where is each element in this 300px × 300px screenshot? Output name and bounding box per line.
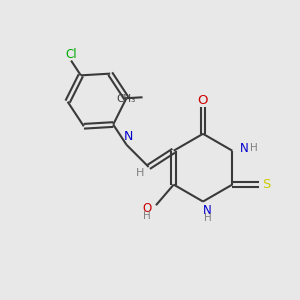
Text: Cl: Cl — [65, 48, 77, 61]
Text: N: N — [124, 130, 134, 143]
Text: O: O — [198, 94, 208, 107]
Text: H: H — [136, 168, 145, 178]
Text: N: N — [240, 142, 249, 155]
Text: CH₃: CH₃ — [117, 94, 136, 104]
Text: H: H — [143, 211, 151, 220]
Text: O: O — [142, 202, 151, 215]
Text: N: N — [203, 204, 212, 217]
Text: H: H — [203, 213, 211, 223]
Text: H: H — [250, 143, 257, 153]
Text: S: S — [262, 178, 271, 191]
